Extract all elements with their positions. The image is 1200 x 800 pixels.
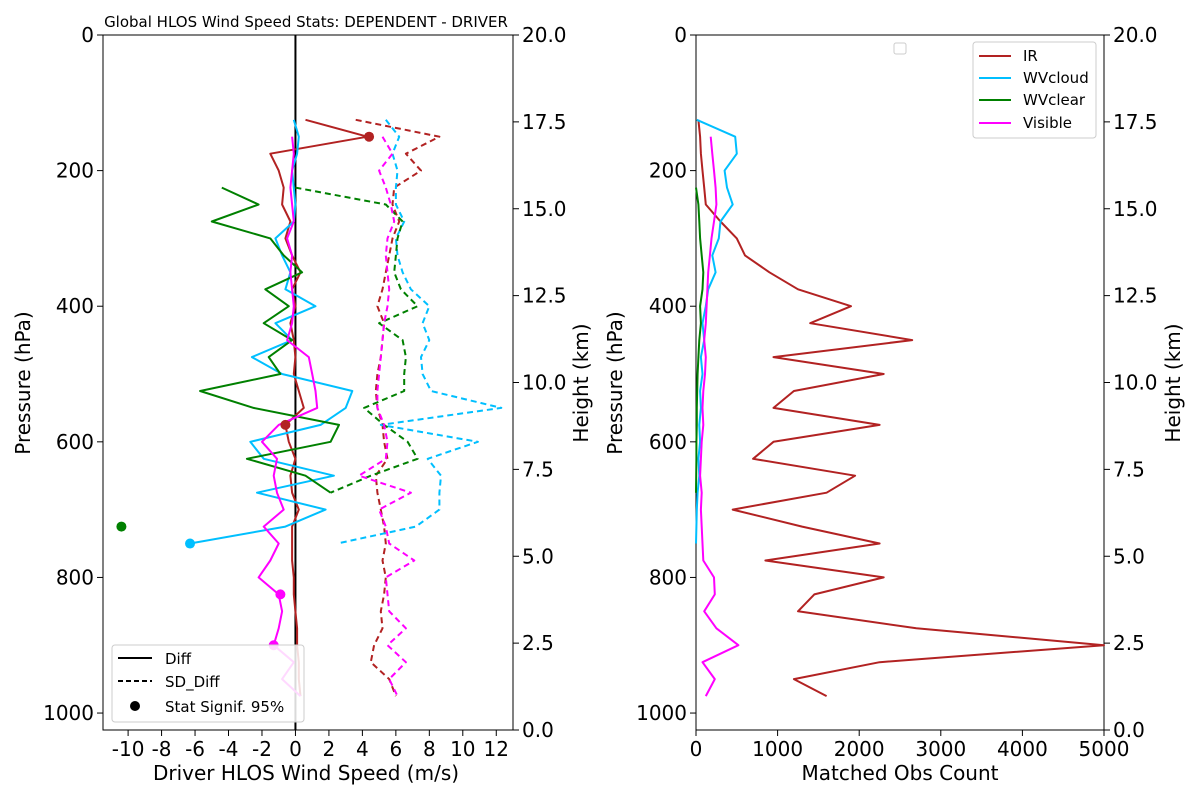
legend-wvclear-label: WVclear <box>1023 91 1086 109</box>
legend-stat-signif-label: Stat Signif. 95% <box>165 698 284 716</box>
series-line-sd-7 <box>358 136 416 697</box>
x-tick-label: -2 <box>252 737 272 761</box>
right-x-ticks: 0 1000 2000 3000 4000 5000 <box>690 730 1130 761</box>
right-legend: IR WVcloud WVclear Visible <box>972 41 1097 139</box>
height-tick-label: 5.0 <box>1113 544 1145 568</box>
right-y-ticks: 0 200 400 600 800 1000 <box>636 23 696 725</box>
right-x-axis-label: Matched Obs Count <box>802 761 999 785</box>
x-tick-label: 0 <box>289 737 302 761</box>
y-tick-label: 1000 <box>43 701 94 725</box>
left-plot-lines <box>116 35 503 730</box>
legend-visible-label: Visible <box>1023 114 1072 132</box>
series-line-sd-3 <box>337 119 503 545</box>
height-tick-label: 5.0 <box>522 544 554 568</box>
y-tick-label: 600 <box>56 430 94 454</box>
x-tick-label: 2000 <box>834 737 885 761</box>
right-height-axis-label: Height (km) <box>1161 323 1185 442</box>
height-tick-label: 0.0 <box>522 718 554 742</box>
x-tick-label: 5000 <box>1079 737 1130 761</box>
stat-signif-point <box>364 131 375 142</box>
y-tick-label: 0 <box>81 23 94 47</box>
left-x-ticks: -10 -8 -6 -4 -2 0 2 4 6 8 10 12 <box>112 730 509 761</box>
height-tick-label: 20.0 <box>522 23 567 47</box>
x-tick-label: 3000 <box>915 737 966 761</box>
y-tick-label: 0 <box>674 23 687 47</box>
height-tick-label: 12.5 <box>522 284 567 308</box>
x-tick-label: -6 <box>185 737 205 761</box>
legend-sd-diff-label: SD_Diff <box>165 673 220 692</box>
series-line-diff-2 <box>189 119 354 545</box>
x-tick-label: -4 <box>219 737 239 761</box>
y-tick-label: 600 <box>649 430 687 454</box>
series-line-wvclear <box>695 187 705 493</box>
y-tick-label: 800 <box>649 565 687 589</box>
y-tick-label: 400 <box>56 294 94 318</box>
x-tick-label: 0 <box>690 737 703 761</box>
left-legend-box <box>111 644 305 723</box>
height-tick-label: 17.5 <box>1113 110 1158 134</box>
y-tick-label: 1000 <box>636 701 687 725</box>
right-height-ticks: 0.0 2.5 5.0 7.5 10.0 12.5 15.0 17.5 20.0 <box>1104 23 1158 742</box>
y-tick-label: 200 <box>649 159 687 183</box>
right-plot-lines <box>695 118 1105 697</box>
series-line-wvcloud <box>695 118 738 544</box>
x-tick-label: 4000 <box>997 737 1048 761</box>
left-height-ticks: 0.0 2.5 5.0 7.5 10.0 12.5 15.0 17.5 20.0 <box>513 23 567 742</box>
stat-signif-point <box>280 419 291 430</box>
legend-diff-label: Diff <box>165 650 192 668</box>
y-tick-label: 400 <box>649 294 687 318</box>
x-tick-label: 6 <box>389 737 402 761</box>
height-tick-label: 0.0 <box>1113 718 1145 742</box>
left-legend: Diff SD_Diff Stat Signif. 95% <box>111 644 305 723</box>
series-line-diff-6 <box>257 136 319 697</box>
height-tick-label: 15.0 <box>1113 197 1158 221</box>
series-line-visible <box>699 136 740 697</box>
height-tick-label: 10.0 <box>1113 371 1158 395</box>
height-tick-label: 2.5 <box>1113 631 1145 655</box>
left-y-ticks: 0 200 400 600 800 1000 <box>43 23 103 725</box>
height-tick-label: 17.5 <box>522 110 567 134</box>
x-tick-label: 2 <box>323 737 336 761</box>
height-tick-label: 7.5 <box>522 457 554 481</box>
series-line-diff-0 <box>269 118 369 697</box>
height-tick-label: 15.0 <box>522 197 567 221</box>
left-x-axis-label: Driver HLOS Wind Speed (m/s) <box>153 761 459 785</box>
series-line-diff-4 <box>199 186 340 494</box>
stat-signif-point <box>275 589 286 600</box>
legend-stat-signif-swatch <box>130 701 140 711</box>
height-tick-label: 20.0 <box>1113 23 1158 47</box>
stat-signif-point <box>116 521 127 532</box>
right-panel: 0 1000 2000 3000 4000 5000 02004006008001000 … <box>603 23 1185 785</box>
x-tick-label: 4 <box>356 737 369 761</box>
right-y-axis-label: Pressure (hPa) <box>603 311 627 454</box>
height-tick-label: 2.5 <box>522 631 554 655</box>
x-tick-label: 10 <box>450 737 475 761</box>
height-tick-label: 7.5 <box>1113 457 1145 481</box>
x-tick-label: 12 <box>484 737 509 761</box>
empty-legend-box <box>893 42 907 55</box>
x-tick-label: -10 <box>112 737 145 761</box>
right-legend-box <box>972 41 1097 139</box>
y-tick-label: 800 <box>56 565 94 589</box>
stat-signif-point <box>185 538 196 549</box>
y-tick-label: 200 <box>56 159 94 183</box>
left-y-axis-label: Pressure (hPa) <box>11 311 35 454</box>
x-tick-label: 8 <box>423 737 436 761</box>
legend-ir-label: IR <box>1023 47 1038 65</box>
legend-wvcloud-label: WVcloud <box>1023 69 1089 87</box>
height-tick-label: 10.0 <box>522 371 567 395</box>
x-tick-label: 1000 <box>752 737 803 761</box>
x-tick-label: -8 <box>152 737 172 761</box>
left-height-axis-label: Height (km) <box>569 323 593 442</box>
height-tick-label: 12.5 <box>1113 284 1158 308</box>
series-line-sd-5 <box>295 186 419 494</box>
chart-title: Global HLOS Wind Speed Stats: DEPENDENT … <box>104 13 508 31</box>
